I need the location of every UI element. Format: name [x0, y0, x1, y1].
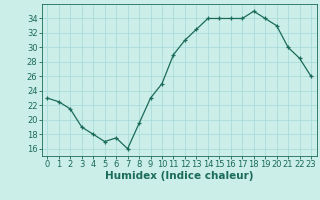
X-axis label: Humidex (Indice chaleur): Humidex (Indice chaleur)	[105, 171, 253, 181]
